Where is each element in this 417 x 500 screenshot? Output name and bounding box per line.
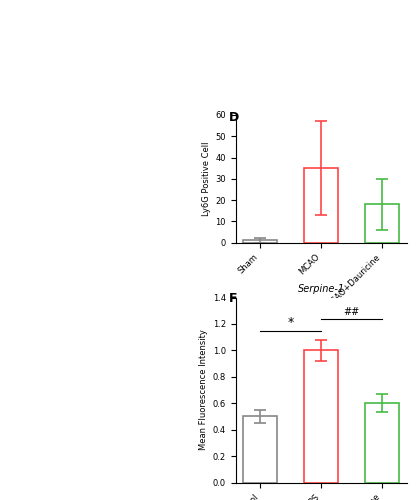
Bar — [365, 403, 399, 482]
Bar — [244, 240, 277, 242]
Text: D: D — [229, 111, 239, 124]
Title: Serpine-1: Serpine-1 — [297, 284, 345, 294]
Bar — [304, 168, 338, 242]
Text: ##: ## — [344, 308, 360, 318]
Y-axis label: Mean Fluorescence Intensity: Mean Fluorescence Intensity — [199, 330, 208, 450]
Bar — [244, 416, 277, 482]
Text: F: F — [229, 292, 237, 306]
Y-axis label: Ly6G Positive Cell: Ly6G Positive Cell — [202, 142, 211, 216]
Bar — [365, 204, 399, 242]
Bar — [304, 350, 338, 482]
Text: *: * — [287, 316, 294, 329]
